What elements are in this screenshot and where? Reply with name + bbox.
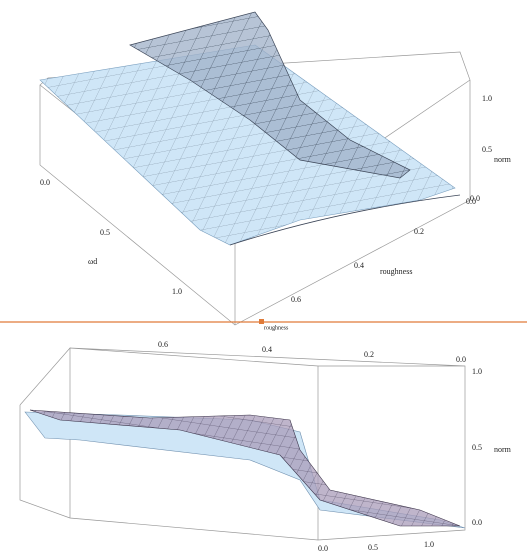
tick-label: 1.0: [172, 287, 182, 296]
tick-label: 0.0: [318, 544, 328, 553]
tick-label: 0.6: [158, 340, 168, 349]
surface-grid: [40, 45, 455, 245]
axis-label: norm: [494, 445, 512, 454]
axis-label: roughness: [380, 267, 412, 276]
tick-label: 0.2: [414, 227, 424, 236]
tick-label: 1.0: [482, 94, 492, 103]
tick-label: 0.0: [466, 197, 476, 206]
tick-label: 1.0: [472, 367, 482, 376]
bottom-axes: 0.6 0.4 0.2 0.0 0.0 0.5 1.0 1.0 0.5 0.0 …: [158, 340, 512, 553]
tick-label: 0.0: [470, 194, 480, 203]
tick-label: 0.5: [472, 443, 482, 452]
tick-label: 0.6: [291, 295, 301, 304]
tick-label: 0.0: [472, 518, 482, 527]
axis-label: norm: [494, 155, 512, 164]
tick-label: 0.4: [262, 345, 272, 354]
tick-label: 0.5: [482, 145, 492, 154]
caption: roughness: [264, 325, 289, 331]
tick-label: 0.0: [456, 355, 466, 364]
tick-label: 0.0: [40, 178, 50, 187]
top-axes: 0.0 0.5 1.0 ωd 0.0 0.2 0.4 0.6 roughness…: [40, 94, 512, 304]
plot-box: [19, 347, 466, 541]
tick-label: 0.4: [354, 261, 364, 270]
surface-grid: [130, 12, 410, 178]
surface-grid: [30, 410, 460, 526]
handle[interactable]: [259, 319, 264, 324]
tick-label: 0.5: [100, 228, 110, 237]
axis-label: ωd: [88, 257, 97, 266]
tick-label: 0.5: [368, 543, 378, 552]
tick-label: 1.0: [424, 540, 434, 549]
surface-edge: [229, 194, 461, 246]
tick-label: 0.2: [364, 350, 374, 359]
